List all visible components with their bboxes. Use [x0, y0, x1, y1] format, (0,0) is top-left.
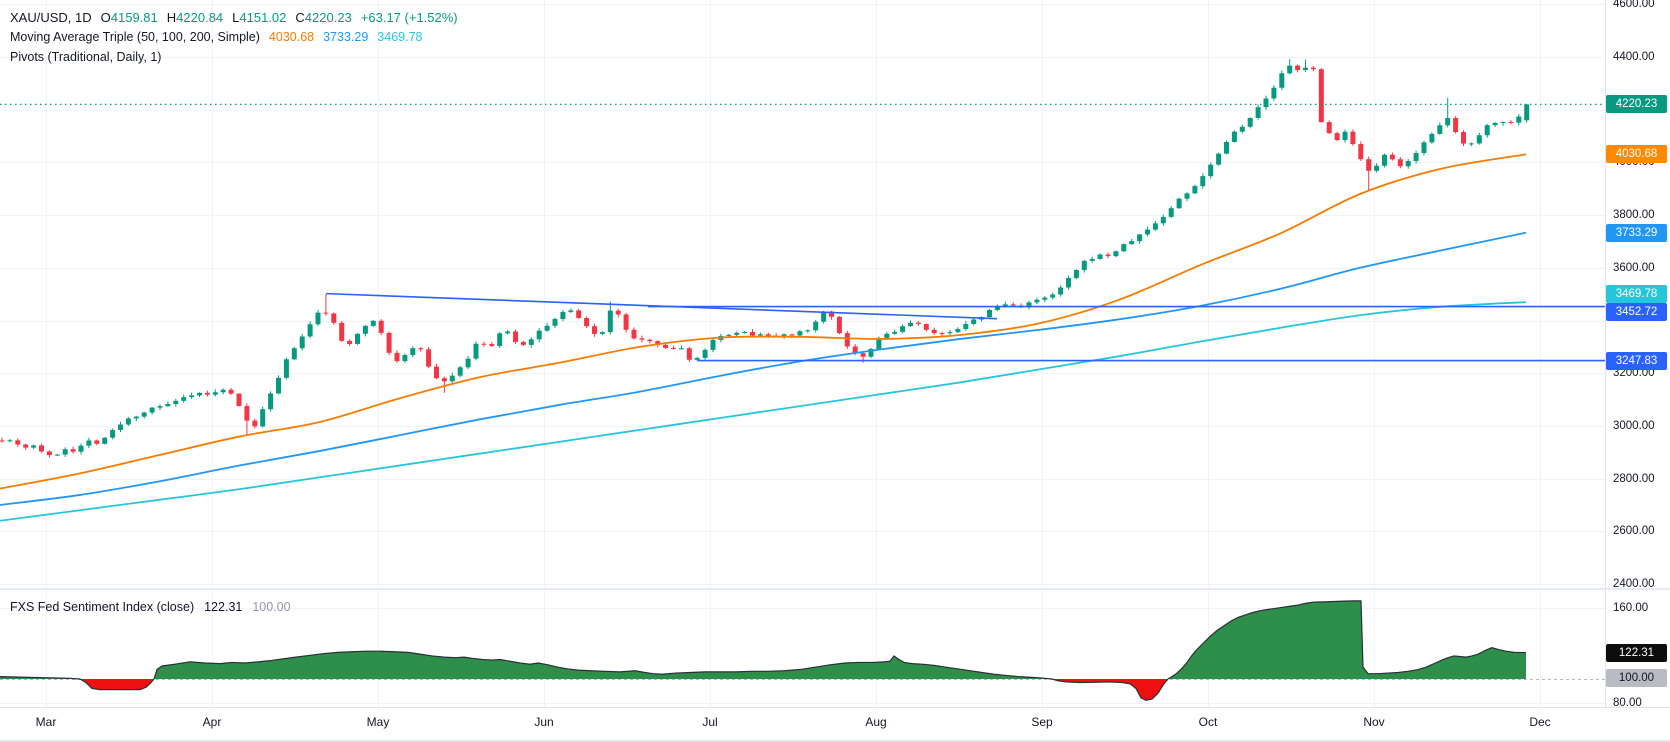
price-axis-label: 80.00 [1613, 697, 1642, 709]
ma100-value: 3733.29 [323, 30, 369, 44]
month-label-dec[interactable]: Dec [1529, 715, 1551, 729]
symbol-legend-row[interactable]: XAU/USD, 1D O 4159.81 H 4220.84 L 4151.02 C… [10, 7, 458, 27]
price-axis-label: 3000.00 [1613, 420, 1655, 432]
month-label-nov[interactable]: Nov [1363, 715, 1385, 729]
ma100-badge[interactable]: 3733.29 [1606, 224, 1667, 242]
open-value: 4159.81 [110, 9, 158, 25]
ma50-line[interactable] [0, 153, 1527, 490]
pivots-indicator-title[interactable]: Pivots (Traditional, Daily, 1) [10, 50, 162, 64]
price-axis[interactable] [1605, 0, 1606, 707]
month-label-may[interactable]: May [366, 715, 390, 729]
month-label-oct[interactable]: Oct [1198, 715, 1218, 729]
ma200-value: 3469.78 [377, 30, 423, 44]
pane-separator[interactable] [0, 588, 1670, 590]
pivot-line-badge[interactable]: 3452.72 [1606, 303, 1667, 321]
month-label-apr[interactable]: Apr [202, 715, 222, 729]
price-axis-label: 3200.00 [1613, 367, 1655, 379]
ma50-value: 4030.68 [268, 30, 315, 44]
price-axis-label: 2800.00 [1613, 473, 1655, 485]
high-label: H [166, 9, 177, 25]
month-label-aug[interactable]: Aug [865, 715, 887, 729]
time-axis[interactable] [0, 707, 1670, 708]
sentiment-indicator-title[interactable]: FXS Fed Sentiment Index (close) [10, 600, 195, 614]
open-label: O [100, 9, 111, 25]
sentiment-base-badge[interactable]: 100.00 [1606, 669, 1667, 687]
price-axis-label: 4600.00 [1613, 0, 1655, 10]
price-axis-label: 4400.00 [1613, 51, 1655, 63]
price-axis-label: 3600.00 [1613, 262, 1655, 274]
main-legend: XAU/USD, 1D O 4159.81 H 4220.84 L 4151.02 C… [10, 7, 458, 67]
change-value: +63.17 (+1.52%) [360, 9, 458, 25]
ma-indicator-title[interactable]: Moving Average Triple (50, 100, 200, Sim… [10, 30, 260, 44]
descending-trendline[interactable] [325, 292, 998, 320]
last-price-badge[interactable]: 4220.23 [1606, 95, 1667, 113]
sentiment-value-badge[interactable]: 122.31 [1606, 644, 1667, 662]
ma200-line[interactable] [0, 301, 1527, 522]
sentiment-legend-row[interactable]: FXS Fed Sentiment Index (close) 122.31 1… [10, 600, 291, 614]
ma-legend-row[interactable]: Moving Average Triple (50, 100, 200, Sim… [10, 27, 458, 47]
close-value: 4220.23 [304, 9, 352, 25]
sentiment-base-value: 100.00 [252, 600, 291, 614]
pivot-line-2-badge[interactable]: 3247.83 [1606, 352, 1667, 370]
low-value: 4151.02 [239, 9, 287, 25]
sentiment-area-negative [0, 679, 1526, 701]
pivots-legend-row[interactable]: Pivots (Traditional, Daily, 1) [10, 47, 458, 67]
month-label-jun[interactable]: Jun [534, 715, 554, 729]
sentiment-line [0, 600, 1527, 701]
symbol-title[interactable]: XAU/USD, 1D [10, 9, 92, 25]
bottom-border [0, 740, 1670, 742]
price-axis-label: 3800.00 [1613, 209, 1655, 221]
ma100-line[interactable] [0, 231, 1527, 506]
sentiment-area-series[interactable] [0, 600, 1605, 701]
sentiment-value: 122.31 [204, 600, 243, 614]
high-value: 4220.84 [176, 9, 224, 25]
sentiment-area-positive [0, 600, 1526, 679]
grid-lines [0, 0, 1605, 707]
ma50-badge[interactable]: 4030.68 [1606, 145, 1667, 163]
ma200-badge[interactable]: 3469.78 [1606, 285, 1667, 303]
low-label: L [232, 9, 240, 25]
close-label: C [295, 9, 305, 25]
month-label-jul[interactable]: Jul [702, 715, 718, 729]
candlestick-series[interactable] [0, 59, 1530, 458]
month-label-sep[interactable]: Sep [1031, 715, 1053, 729]
price-axis-label: 2600.00 [1613, 525, 1655, 537]
price-axis-label: 2400.00 [1613, 578, 1655, 590]
month-label-mar[interactable]: Mar [35, 715, 57, 729]
price-axis-label: 160.00 [1613, 602, 1649, 614]
